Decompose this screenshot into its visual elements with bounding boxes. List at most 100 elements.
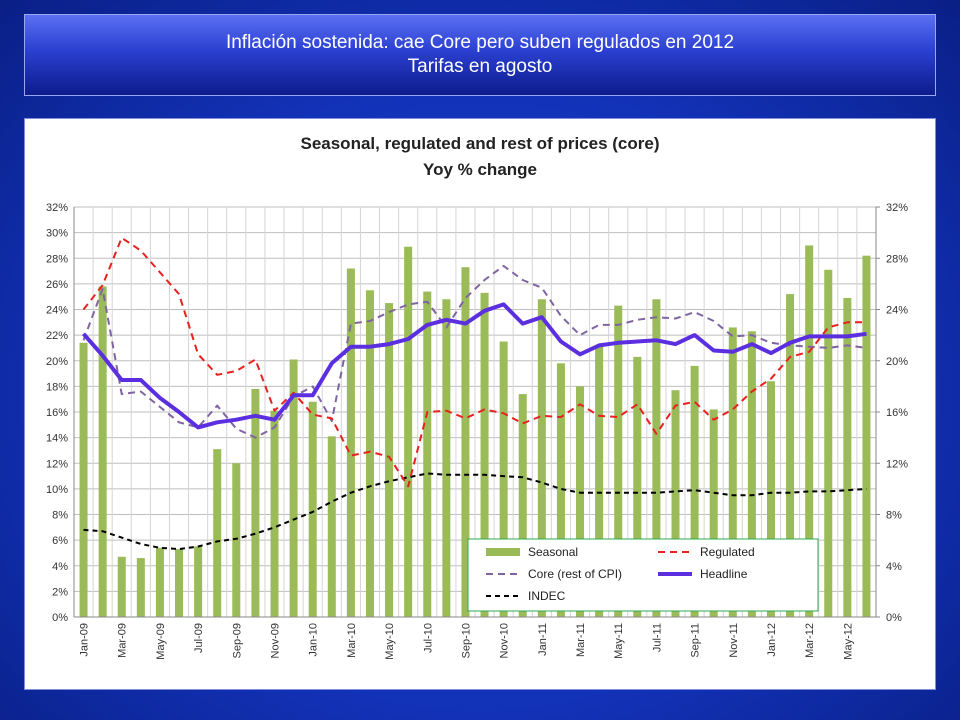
x-tick-label: May-10	[384, 623, 396, 660]
chart-subtitle: Yoy % change	[423, 160, 537, 179]
y-tick-label: 8%	[52, 510, 68, 522]
x-tick-label: Jan-11	[537, 623, 549, 656]
legend-label: Regulated	[700, 545, 755, 559]
y-tick-label: 0%	[52, 612, 68, 624]
y2-tick-label: 24%	[886, 305, 908, 317]
x-tick-label: Mar-10	[346, 623, 358, 658]
y-tick-label: 22%	[46, 330, 68, 342]
axes: 0% 2% 4% 6% 8% 10% 12% 14% 16% 18% 20% 22% 24% 26% 28%…	[46, 202, 908, 660]
x-tick-label: Sep-09	[231, 623, 243, 658]
bar	[117, 556, 126, 617]
y2-tick-label: 28%	[886, 253, 908, 265]
chart-title: Seasonal, regulated and rest of prices (…	[300, 134, 659, 153]
legend-swatch	[486, 548, 520, 556]
bar	[633, 356, 642, 617]
x-tick-label: Nov-11	[728, 623, 740, 658]
y-tick-label: 14%	[46, 433, 68, 445]
bar	[213, 449, 222, 617]
x-tick-label: Jul-09	[193, 623, 205, 653]
bar	[423, 291, 432, 617]
bar	[327, 436, 336, 617]
y-tick-label: 4%	[52, 561, 68, 573]
legend-label: Seasonal	[528, 545, 578, 559]
y-tick-label: 6%	[52, 535, 68, 547]
series-line	[81, 302, 867, 430]
chart-panel: Seasonal, regulated and rest of prices (…	[24, 118, 936, 690]
bar	[690, 365, 699, 617]
y-tick-label: 24%	[46, 305, 68, 317]
bar	[155, 547, 164, 617]
bar	[79, 342, 88, 617]
bar	[824, 269, 833, 617]
y-tick-label: 10%	[46, 484, 68, 496]
y-tick-label: 16%	[46, 407, 68, 419]
x-tick-label: Jan-10	[308, 623, 320, 657]
bar	[480, 292, 489, 617]
x-tick-label: May-11	[613, 623, 625, 659]
y-tick-label: 30%	[46, 228, 68, 240]
y-tick-label: 32%	[46, 202, 68, 214]
bar	[671, 390, 680, 617]
y-tick-label: 2%	[52, 586, 68, 598]
bar	[270, 410, 279, 617]
bar	[194, 546, 203, 617]
bar	[499, 341, 508, 617]
bar	[805, 245, 814, 617]
x-tick-label: Sep-11	[690, 623, 702, 658]
y2-tick-label: 4%	[886, 561, 902, 573]
bar	[728, 327, 737, 617]
y2-tick-label: 12%	[886, 458, 908, 470]
bar	[709, 409, 718, 617]
bar-series	[79, 245, 871, 617]
y2-tick-label: 20%	[886, 356, 908, 368]
bar	[385, 303, 394, 617]
bar	[232, 463, 241, 617]
x-tick-label: Nov-10	[499, 623, 511, 658]
legend-box	[467, 538, 819, 612]
bar	[843, 297, 852, 617]
bar	[289, 359, 298, 617]
bar	[442, 299, 451, 617]
bar	[461, 267, 470, 617]
x-tick-label: Mar-12	[804, 623, 816, 658]
bar	[136, 558, 145, 617]
y-tick-label: 20%	[46, 356, 68, 368]
y2-tick-label: 16%	[886, 407, 908, 419]
bar	[766, 381, 775, 617]
bar	[576, 386, 585, 617]
y-tick-label: 12%	[46, 458, 68, 470]
bar	[251, 388, 260, 617]
bar	[308, 401, 317, 617]
legend-label: INDEC	[528, 589, 566, 603]
y-tick-label: 18%	[46, 381, 68, 393]
y2-tick-label: 32%	[886, 202, 908, 214]
bar	[862, 255, 871, 617]
x-tick-label: Nov-09	[270, 623, 282, 658]
bar	[175, 549, 184, 617]
bar	[614, 305, 623, 617]
x-tick-label: Jul-10	[422, 623, 434, 653]
x-tick-label: May-09	[155, 623, 167, 660]
x-tick-label: Mar-09	[117, 623, 129, 658]
bar	[747, 331, 756, 617]
x-tick-label: Mar-11	[575, 623, 587, 657]
bar	[365, 290, 374, 617]
y-tick-label: 26%	[46, 279, 68, 291]
series-line	[83, 472, 867, 551]
y2-tick-label: 0%	[886, 612, 902, 624]
bar	[537, 299, 546, 617]
bar	[346, 268, 355, 617]
chart-canvas: Seasonal, regulated and rest of prices (…	[46, 134, 908, 660]
legend: Seasonal Regulated Core (rest of CPI) Headl…	[467, 538, 819, 612]
y-tick-label: 28%	[46, 253, 68, 265]
bar	[556, 363, 565, 617]
bar	[652, 299, 661, 617]
bar	[98, 286, 107, 617]
slide-header: Inflación sostenida: cae Core pero suben…	[24, 14, 936, 96]
legend-label: Core (rest of CPI)	[528, 567, 622, 581]
x-tick-label: Jan-12	[766, 623, 778, 657]
x-tick-label: Sep-10	[460, 623, 472, 658]
x-tick-label: Jul-11	[651, 623, 663, 652]
bar	[595, 345, 604, 617]
legend-label: Headline	[700, 567, 748, 581]
